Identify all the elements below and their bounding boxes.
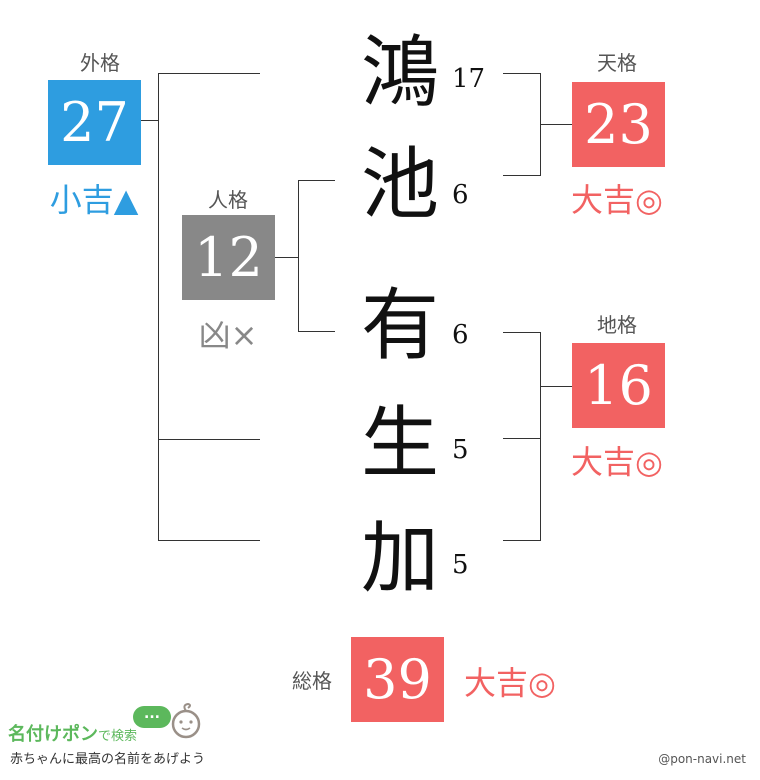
jinkaku-label: 人格 xyxy=(208,188,248,212)
gaikaku-value: 27 xyxy=(48,80,141,165)
stroke-count: 6 xyxy=(452,320,469,350)
credit[interactable]: @pon-navi.net xyxy=(658,752,746,766)
baby-face-icon xyxy=(171,702,201,739)
bracket-line xyxy=(298,180,335,181)
bracket-line xyxy=(158,439,260,440)
bracket-line xyxy=(298,331,335,332)
stroke-count: 5 xyxy=(452,435,469,465)
bracket-line xyxy=(141,120,158,121)
chikaku-label: 地格 xyxy=(597,313,637,337)
bracket-line xyxy=(298,180,299,332)
stroke-count: 5 xyxy=(452,550,469,580)
bracket-line xyxy=(158,73,260,74)
name-char: 有 xyxy=(360,281,439,371)
jinkaku-value: 12 xyxy=(182,215,275,300)
bracket-line xyxy=(503,73,540,74)
soukaku-fortune: 大吉◎ xyxy=(464,664,556,702)
logo[interactable]: 名付けポンで検索 xyxy=(8,720,137,746)
logo-title: 名付けポン xyxy=(8,724,98,745)
tenkaku-label: 天格 xyxy=(597,51,637,75)
chikaku-fortune: 大吉◎ xyxy=(571,443,663,481)
chikaku-value: 16 xyxy=(572,343,665,428)
bracket-line xyxy=(503,175,540,176)
name-char: 池 xyxy=(360,140,439,230)
bracket-line xyxy=(503,540,540,541)
bracket-line xyxy=(275,257,298,258)
gaikaku-label: 外格 xyxy=(80,51,120,75)
gaikaku-fortune: 小吉▲ xyxy=(49,181,139,219)
tenkaku-fortune: 大吉◎ xyxy=(571,181,663,219)
bracket-line xyxy=(540,386,572,387)
soukaku-label: 総格 xyxy=(292,669,332,693)
logo-search: で検索 xyxy=(98,729,138,744)
bracket-line xyxy=(540,124,572,125)
name-char: 鴻 xyxy=(360,28,439,118)
name-char: 生 xyxy=(360,399,439,489)
bracket-line xyxy=(158,73,159,541)
name-char: 加 xyxy=(360,514,439,604)
bracket-line xyxy=(503,438,540,439)
bracket-line xyxy=(503,332,540,333)
bracket-line xyxy=(540,332,541,541)
speech-bubble-icon: ... xyxy=(133,706,171,728)
stroke-count: 6 xyxy=(452,180,469,210)
bracket-line xyxy=(158,540,260,541)
soukaku-value: 39 xyxy=(351,637,444,722)
tenkaku-value: 23 xyxy=(572,82,665,167)
logo-tagline: 赤ちゃんに最高の名前をあげよう xyxy=(10,752,206,767)
stroke-count: 17 xyxy=(452,64,486,94)
jinkaku-fortune: 凶× xyxy=(198,316,258,354)
